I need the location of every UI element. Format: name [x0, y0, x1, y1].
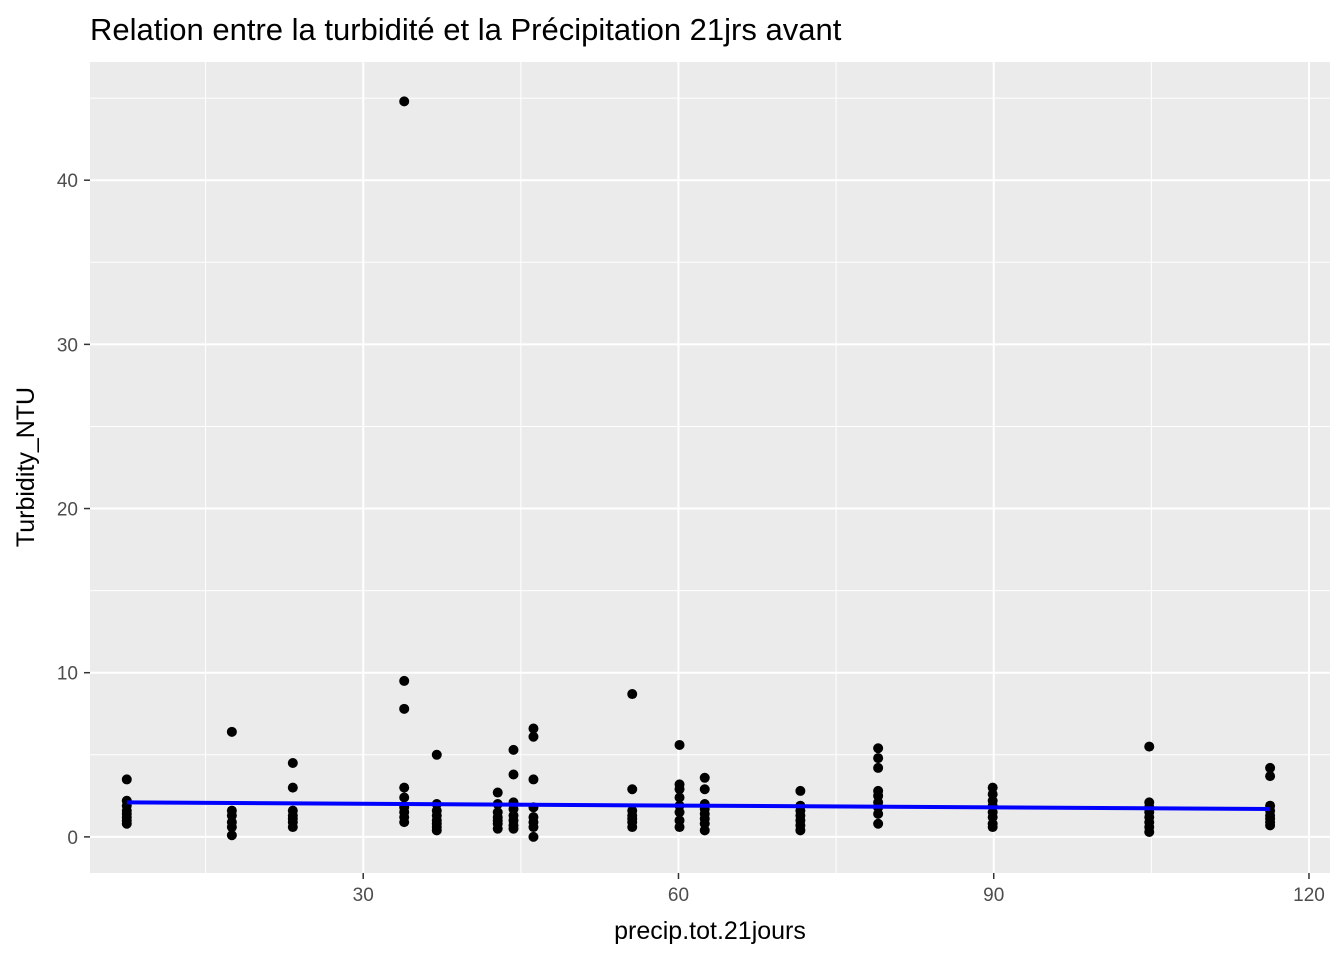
data-point	[1265, 820, 1276, 831]
data-point	[528, 723, 539, 734]
x-tick-label: 90	[983, 885, 1004, 906]
y-tick-label: 0	[67, 828, 78, 849]
data-points	[121, 96, 1276, 842]
data-point	[699, 825, 710, 836]
data-point	[699, 784, 710, 795]
x-tick-label: 30	[353, 885, 374, 906]
x-axis: 30 60 90 120	[353, 873, 1325, 906]
y-tick-label: 10	[57, 664, 78, 685]
data-point	[431, 749, 442, 760]
data-point	[627, 822, 638, 833]
x-tick-label: 120	[1293, 885, 1325, 906]
data-point	[1265, 762, 1276, 773]
data-point	[508, 744, 519, 755]
data-point	[627, 689, 638, 700]
data-point	[674, 822, 685, 833]
data-point	[226, 830, 237, 841]
data-point	[492, 787, 503, 798]
data-point	[528, 831, 539, 842]
major-gridlines	[90, 62, 1330, 873]
data-point	[627, 784, 638, 795]
trend-line	[126, 800, 1271, 811]
data-point	[1144, 741, 1155, 752]
data-point	[399, 792, 410, 803]
data-point	[399, 675, 410, 686]
y-axis: 0 10 20 30 40	[57, 171, 90, 849]
data-point	[699, 772, 710, 783]
data-point	[399, 817, 410, 828]
data-point	[674, 807, 685, 818]
data-point	[674, 739, 685, 750]
data-point	[399, 703, 410, 714]
data-point	[873, 818, 884, 829]
data-point	[226, 726, 237, 737]
y-tick-label: 40	[57, 171, 78, 192]
data-point	[795, 825, 806, 836]
data-point	[121, 774, 132, 785]
data-point	[528, 774, 539, 785]
data-point	[873, 753, 884, 764]
data-point	[528, 822, 539, 833]
data-point	[508, 769, 519, 780]
data-point	[1265, 771, 1276, 782]
chart-title: Relation entre la turbidité et la Précip…	[90, 12, 842, 47]
x-axis-title: precip.tot.21jours	[614, 917, 806, 945]
data-point	[399, 96, 410, 107]
data-point	[873, 743, 884, 754]
y-axis-title: Turbidity_NTU	[12, 387, 40, 547]
plot-panel	[90, 62, 1330, 873]
trend-line-group	[126, 800, 1271, 811]
data-point	[287, 782, 298, 793]
data-point	[1144, 826, 1155, 837]
y-tick-label: 20	[57, 500, 78, 521]
x-tick-label: 60	[668, 885, 689, 906]
data-point	[674, 792, 685, 803]
data-point	[121, 818, 132, 829]
minor-gridlines	[90, 62, 1330, 873]
data-point	[287, 758, 298, 769]
y-tick-label: 30	[57, 335, 78, 356]
data-point	[399, 782, 410, 793]
data-point	[987, 822, 998, 833]
data-point	[508, 823, 519, 834]
data-point	[431, 825, 442, 836]
data-point	[873, 762, 884, 773]
data-point	[226, 822, 237, 833]
data-point	[795, 785, 806, 796]
data-point	[674, 784, 685, 795]
data-point	[873, 808, 884, 819]
data-point	[492, 823, 503, 834]
data-point	[528, 731, 539, 742]
data-point	[287, 822, 298, 833]
